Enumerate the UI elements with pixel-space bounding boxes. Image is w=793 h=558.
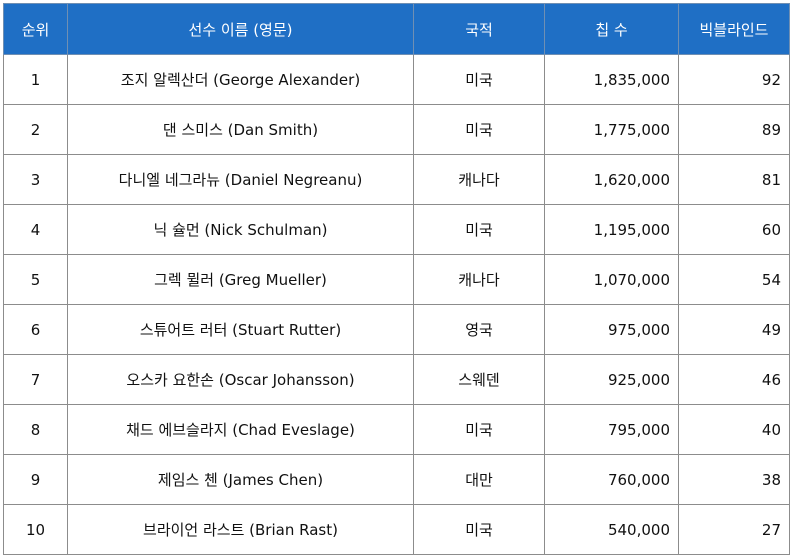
cell-player-name: 그렉 뮐러 (Greg Mueller)	[67, 254, 414, 305]
cell-player-name: 닉 슐먼 (Nick Schulman)	[67, 204, 414, 255]
chip-count-table: 순위 선수 이름 (영문) 국적 칩 수 빅블라인드 1 조지 알렉산더 (Geo…	[3, 3, 790, 555]
cell-nationality: 스웨덴	[413, 354, 545, 405]
cell-nationality: 미국	[413, 104, 545, 155]
cell-player-name: 브라이언 라스트 (Brian Rast)	[67, 504, 414, 555]
cell-player-name: 스튜어트 러터 (Stuart Rutter)	[67, 304, 414, 355]
table-header: 순위 선수 이름 (영문) 국적 칩 수 빅블라인드	[3, 3, 790, 55]
header-row: 순위 선수 이름 (영문) 국적 칩 수 빅블라인드	[3, 3, 790, 55]
cell-nationality: 미국	[413, 204, 545, 255]
cell-rank: 2	[3, 104, 68, 155]
cell-nationality: 미국	[413, 54, 545, 105]
table-row: 8 채드 에브슬라지 (Chad Eveslage) 미국 795,000 40	[3, 404, 790, 455]
cell-rank: 9	[3, 454, 68, 505]
cell-chips: 1,620,000	[544, 154, 679, 205]
header-rank: 순위	[3, 3, 68, 55]
cell-rank: 1	[3, 54, 68, 105]
cell-rank: 6	[3, 304, 68, 355]
cell-nationality: 캐나다	[413, 254, 545, 305]
table-row: 7 오스카 요한손 (Oscar Johansson) 스웨덴 925,000 46	[3, 354, 790, 405]
cell-player-name: 다니엘 네그라뉴 (Daniel Negreanu)	[67, 154, 414, 205]
cell-rank: 7	[3, 354, 68, 405]
cell-big-blinds: 49	[678, 304, 790, 355]
cell-big-blinds: 60	[678, 204, 790, 255]
cell-chips: 540,000	[544, 504, 679, 555]
cell-big-blinds: 81	[678, 154, 790, 205]
table-row: 3 다니엘 네그라뉴 (Daniel Negreanu) 캐나다 1,620,000 8…	[3, 154, 790, 205]
cell-big-blinds: 40	[678, 404, 790, 455]
cell-nationality: 대만	[413, 454, 545, 505]
cell-big-blinds: 46	[678, 354, 790, 405]
cell-chips: 1,775,000	[544, 104, 679, 155]
cell-player-name: 댄 스미스 (Dan Smith)	[67, 104, 414, 155]
header-player-name: 선수 이름 (영문)	[67, 3, 414, 55]
cell-chips: 795,000	[544, 404, 679, 455]
cell-player-name: 제임스 첸 (James Chen)	[67, 454, 414, 505]
table-row: 1 조지 알렉산더 (George Alexander) 미국 1,835,000 92	[3, 54, 790, 105]
table-body: 1 조지 알렉산더 (George Alexander) 미국 1,835,000 92…	[3, 54, 790, 555]
table-row: 5 그렉 뮐러 (Greg Mueller) 캐나다 1,070,000 54	[3, 254, 790, 305]
cell-big-blinds: 89	[678, 104, 790, 155]
cell-nationality: 영국	[413, 304, 545, 355]
table-row: 10 브라이언 라스트 (Brian Rast) 미국 540,000 27	[3, 504, 790, 555]
cell-chips: 1,195,000	[544, 204, 679, 255]
cell-chips: 760,000	[544, 454, 679, 505]
header-big-blinds: 빅블라인드	[678, 3, 790, 55]
cell-player-name: 조지 알렉산더 (George Alexander)	[67, 54, 414, 105]
cell-big-blinds: 54	[678, 254, 790, 305]
header-nationality: 국적	[413, 3, 545, 55]
cell-player-name: 오스카 요한손 (Oscar Johansson)	[67, 354, 414, 405]
table-row: 6 스튜어트 러터 (Stuart Rutter) 영국 975,000 49	[3, 304, 790, 355]
header-chips: 칩 수	[544, 3, 679, 55]
cell-rank: 5	[3, 254, 68, 305]
cell-nationality: 미국	[413, 404, 545, 455]
cell-chips: 1,835,000	[544, 54, 679, 105]
cell-big-blinds: 27	[678, 504, 790, 555]
cell-rank: 8	[3, 404, 68, 455]
cell-rank: 3	[3, 154, 68, 205]
cell-big-blinds: 92	[678, 54, 790, 105]
cell-big-blinds: 38	[678, 454, 790, 505]
cell-nationality: 캐나다	[413, 154, 545, 205]
cell-rank: 4	[3, 204, 68, 255]
cell-chips: 975,000	[544, 304, 679, 355]
cell-chips: 925,000	[544, 354, 679, 405]
cell-player-name: 채드 에브슬라지 (Chad Eveslage)	[67, 404, 414, 455]
table-row: 9 제임스 첸 (James Chen) 대만 760,000 38	[3, 454, 790, 505]
cell-chips: 1,070,000	[544, 254, 679, 305]
cell-nationality: 미국	[413, 504, 545, 555]
cell-rank: 10	[3, 504, 68, 555]
